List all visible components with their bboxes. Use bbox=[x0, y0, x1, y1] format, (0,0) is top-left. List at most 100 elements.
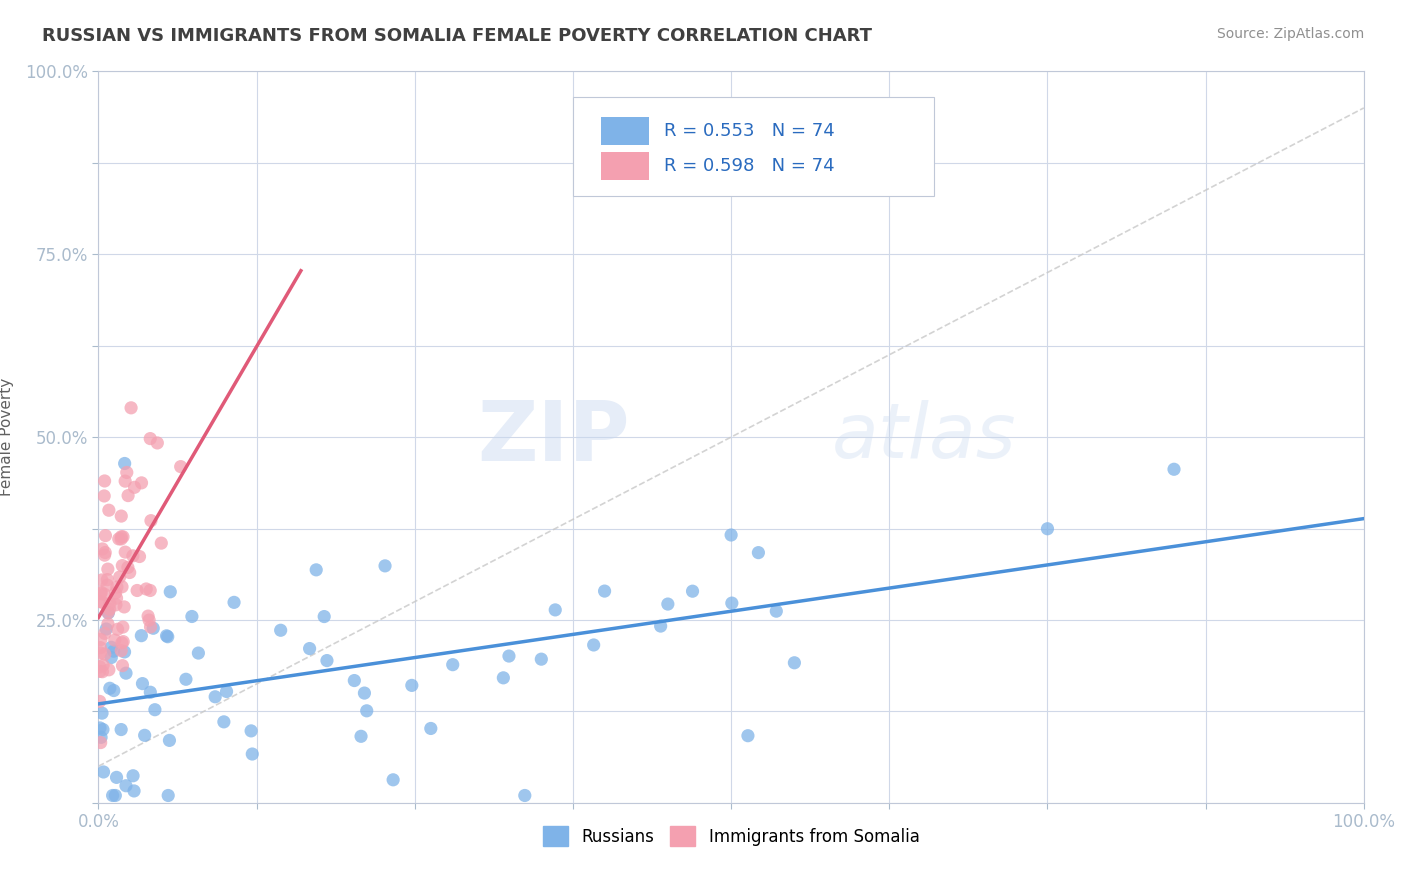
Point bbox=[105, 771, 128, 785]
Point bbox=[96, 573, 118, 587]
Point bbox=[270, 624, 292, 638]
Point bbox=[100, 640, 122, 655]
Point bbox=[136, 609, 159, 624]
Point bbox=[513, 789, 536, 803]
Point bbox=[110, 530, 132, 544]
Point bbox=[134, 728, 156, 742]
Point bbox=[115, 666, 138, 681]
Point bbox=[90, 731, 112, 745]
Point bbox=[138, 613, 160, 627]
Point bbox=[110, 532, 132, 546]
Point bbox=[146, 436, 169, 450]
Point bbox=[100, 650, 122, 665]
Point bbox=[747, 546, 769, 560]
Point bbox=[122, 549, 145, 563]
Point bbox=[94, 528, 117, 542]
Point bbox=[139, 620, 162, 634]
Point bbox=[650, 619, 672, 633]
Point bbox=[93, 548, 115, 562]
Point bbox=[104, 633, 127, 648]
FancyBboxPatch shape bbox=[600, 152, 648, 179]
Point bbox=[110, 723, 132, 737]
Point bbox=[582, 638, 605, 652]
Point bbox=[174, 673, 197, 687]
Point bbox=[382, 772, 405, 787]
Point bbox=[124, 480, 146, 494]
Point bbox=[737, 729, 759, 743]
Point bbox=[111, 558, 134, 573]
Text: Source: ZipAtlas.com: Source: ZipAtlas.com bbox=[1216, 27, 1364, 41]
Point bbox=[103, 683, 125, 698]
Point bbox=[114, 457, 136, 471]
Point bbox=[97, 616, 120, 631]
Point bbox=[374, 558, 396, 573]
Point bbox=[1036, 522, 1059, 536]
Point bbox=[783, 656, 806, 670]
Point bbox=[765, 604, 787, 618]
Point bbox=[93, 764, 115, 779]
Point bbox=[118, 566, 141, 580]
Point bbox=[139, 685, 162, 699]
Point bbox=[93, 626, 115, 640]
Point bbox=[105, 591, 128, 606]
Point bbox=[492, 671, 515, 685]
Text: atlas: atlas bbox=[832, 401, 1017, 474]
Point bbox=[117, 489, 139, 503]
Point bbox=[115, 466, 138, 480]
Point bbox=[91, 665, 114, 679]
Point bbox=[441, 657, 464, 672]
Point bbox=[97, 663, 120, 677]
Point bbox=[105, 580, 128, 594]
Point bbox=[97, 562, 120, 576]
Point bbox=[139, 583, 162, 598]
Point bbox=[544, 603, 567, 617]
Point bbox=[157, 789, 180, 803]
Point bbox=[222, 595, 245, 609]
Point bbox=[97, 606, 120, 620]
Legend: Russians, Immigrants from Somalia: Russians, Immigrants from Somalia bbox=[536, 820, 927, 853]
Point bbox=[156, 630, 179, 644]
Point bbox=[111, 636, 134, 650]
Point bbox=[107, 532, 129, 546]
Point bbox=[155, 629, 177, 643]
Point bbox=[401, 678, 423, 692]
Point bbox=[159, 733, 181, 747]
Point bbox=[89, 594, 111, 608]
Point bbox=[343, 673, 366, 688]
Point bbox=[89, 659, 111, 673]
Point bbox=[353, 686, 375, 700]
Point bbox=[91, 723, 114, 737]
Point bbox=[93, 474, 115, 488]
Point bbox=[93, 489, 115, 503]
Point bbox=[89, 721, 111, 735]
Point bbox=[135, 582, 157, 596]
Text: R = 0.598   N = 74: R = 0.598 N = 74 bbox=[664, 157, 835, 175]
Point bbox=[94, 545, 117, 559]
Point bbox=[131, 475, 153, 490]
FancyBboxPatch shape bbox=[600, 117, 648, 145]
Point bbox=[117, 560, 139, 574]
Point bbox=[356, 704, 378, 718]
Point bbox=[131, 629, 153, 643]
Point bbox=[111, 580, 134, 594]
Point bbox=[98, 597, 121, 611]
Point bbox=[111, 658, 134, 673]
Text: RUSSIAN VS IMMIGRANTS FROM SOMALIA FEMALE POVERTY CORRELATION CHART: RUSSIAN VS IMMIGRANTS FROM SOMALIA FEMAL… bbox=[42, 27, 872, 45]
Point bbox=[139, 432, 162, 446]
Point bbox=[139, 514, 162, 528]
Point bbox=[90, 587, 112, 601]
Text: R = 0.553   N = 74: R = 0.553 N = 74 bbox=[664, 121, 835, 140]
Point bbox=[120, 401, 142, 415]
Point bbox=[96, 622, 118, 636]
Point bbox=[131, 676, 153, 690]
Point bbox=[107, 622, 129, 636]
Point bbox=[90, 646, 112, 660]
Point bbox=[114, 545, 136, 559]
Point bbox=[298, 641, 321, 656]
Point bbox=[91, 706, 114, 720]
Point bbox=[98, 681, 121, 696]
Point bbox=[114, 645, 136, 659]
Point bbox=[187, 646, 209, 660]
Point bbox=[91, 658, 114, 673]
Point bbox=[143, 703, 166, 717]
